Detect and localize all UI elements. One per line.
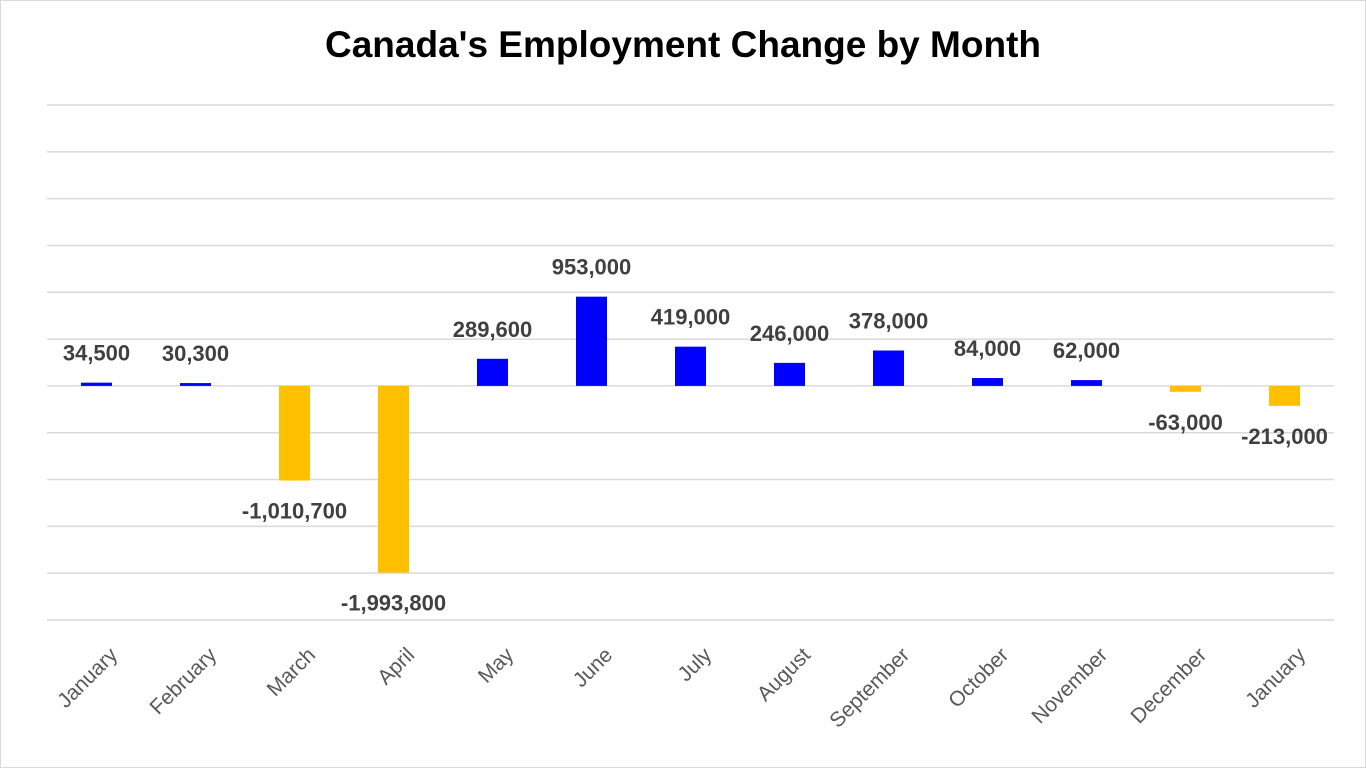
- data-label-8: 246,000: [750, 321, 830, 346]
- bar-1: [81, 382, 112, 386]
- data-label-12: -63,000: [1148, 410, 1223, 435]
- chart-title: Canada's Employment Change by Month: [325, 24, 1041, 65]
- bar-13: [1269, 385, 1300, 406]
- bar-2: [180, 383, 211, 386]
- bar-4: [378, 385, 409, 573]
- x-tick-label-1: January: [53, 643, 122, 712]
- x-tick-label-10: October: [944, 643, 1013, 712]
- x-tick-label-12: December: [1126, 643, 1211, 728]
- data-label-3: -1,010,700: [242, 499, 347, 524]
- data-label-5: 289,600: [453, 317, 533, 342]
- bar-10: [972, 378, 1003, 386]
- x-tick-label-2: February: [146, 643, 222, 719]
- x-tick-label-11: November: [1027, 643, 1112, 728]
- data-label-10: 84,000: [954, 336, 1021, 361]
- x-tick-label-8: August: [753, 643, 816, 706]
- bar-5: [477, 358, 508, 386]
- x-tick-label-13: January: [1241, 643, 1310, 712]
- bar-12: [1170, 385, 1201, 392]
- data-labels: 34,500 30,300 -1,010,700 -1,993,800 289,600 9…: [63, 255, 1328, 616]
- x-tick-label-5: May: [474, 643, 519, 688]
- x-tick-label-7: July: [674, 643, 717, 686]
- bar-3: [279, 385, 310, 481]
- bar-7: [675, 346, 706, 386]
- bar-8: [774, 362, 805, 386]
- bars: [81, 296, 1300, 573]
- bar-6: [576, 296, 607, 386]
- bar-11: [1071, 380, 1102, 386]
- x-tick-label-4: April: [373, 643, 419, 689]
- data-label-13: -213,000: [1241, 424, 1328, 449]
- data-label-7: 419,000: [651, 305, 731, 330]
- x-tick-labels: January February March April May June July Augu…: [53, 643, 1310, 732]
- data-label-2: 30,300: [162, 341, 229, 366]
- data-label-4: -1,993,800: [341, 591, 446, 616]
- data-label-11: 62,000: [1053, 338, 1120, 363]
- data-label-1: 34,500: [63, 341, 130, 366]
- x-tick-label-9: September: [825, 643, 914, 732]
- x-tick-label-3: March: [263, 643, 321, 701]
- x-tick-label-6: June: [569, 643, 617, 691]
- data-label-6: 953,000: [552, 255, 632, 280]
- bar-9: [873, 350, 904, 386]
- data-label-9: 378,000: [849, 309, 929, 334]
